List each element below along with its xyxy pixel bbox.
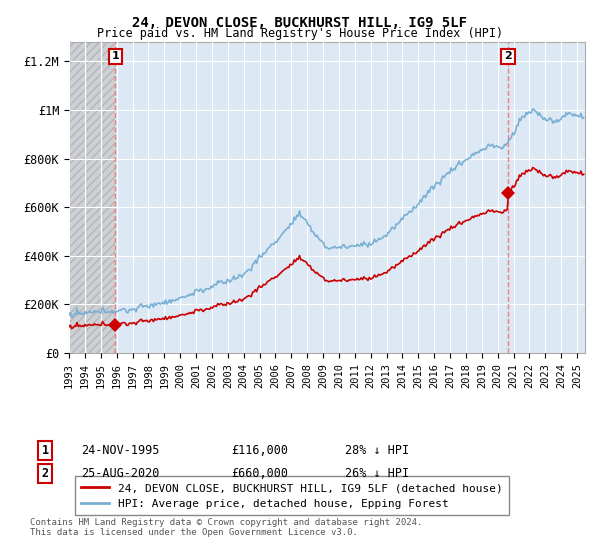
Text: Price paid vs. HM Land Registry's House Price Index (HPI): Price paid vs. HM Land Registry's House …	[97, 27, 503, 40]
Text: 24-NOV-1995: 24-NOV-1995	[81, 444, 160, 458]
Text: 25-AUG-2020: 25-AUG-2020	[81, 466, 160, 480]
Text: 1: 1	[112, 52, 119, 62]
Text: 26% ↓ HPI: 26% ↓ HPI	[345, 466, 409, 480]
Text: £660,000: £660,000	[231, 466, 288, 480]
Legend: 24, DEVON CLOSE, BUCKHURST HILL, IG9 5LF (detached house), HPI: Average price, d: 24, DEVON CLOSE, BUCKHURST HILL, IG9 5LF…	[74, 477, 509, 515]
Text: 2: 2	[504, 52, 512, 62]
Text: 24, DEVON CLOSE, BUCKHURST HILL, IG9 5LF: 24, DEVON CLOSE, BUCKHURST HILL, IG9 5LF	[133, 16, 467, 30]
Text: 2: 2	[41, 466, 49, 480]
Text: 28% ↓ HPI: 28% ↓ HPI	[345, 444, 409, 458]
Bar	[69, 42, 115, 353]
Text: £116,000: £116,000	[231, 444, 288, 458]
Text: 1: 1	[41, 444, 49, 458]
Text: Contains HM Land Registry data © Crown copyright and database right 2024.
This d: Contains HM Land Registry data © Crown c…	[30, 518, 422, 538]
